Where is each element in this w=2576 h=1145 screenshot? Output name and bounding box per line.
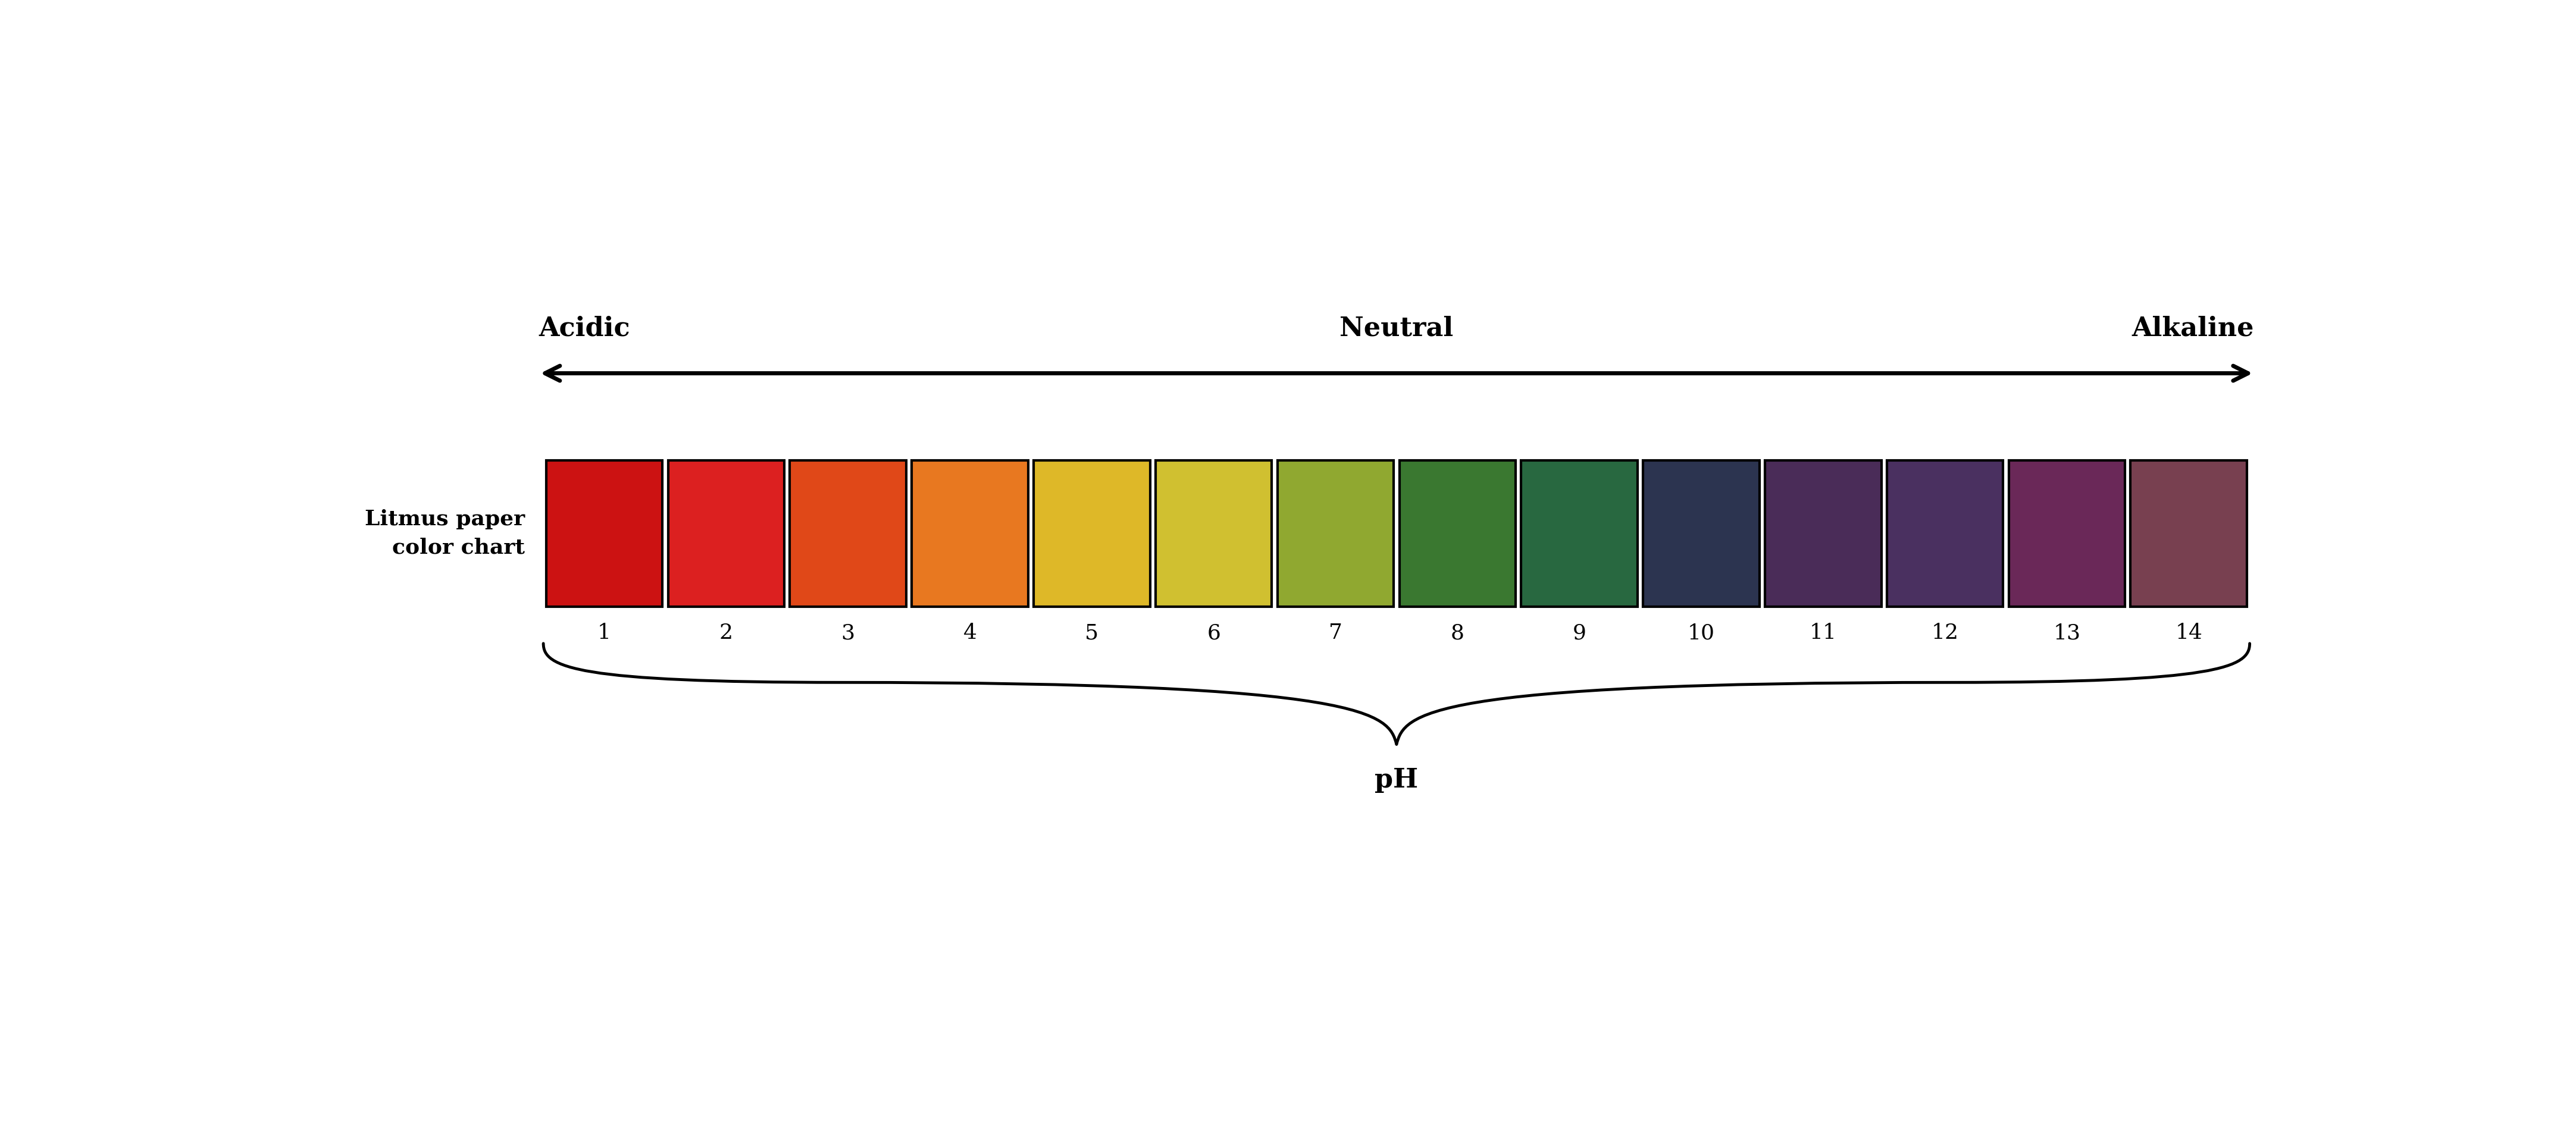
Bar: [1399, 460, 1515, 607]
Text: 3: 3: [842, 623, 855, 643]
Text: 6: 6: [1208, 623, 1221, 643]
Bar: [1765, 460, 1880, 607]
Text: 7: 7: [1329, 623, 1342, 643]
Bar: [912, 460, 1028, 607]
Bar: [1522, 460, 1638, 607]
Text: Alkaline: Alkaline: [2133, 316, 2254, 341]
Bar: [1157, 460, 1273, 607]
Text: 9: 9: [1571, 623, 1587, 643]
Bar: [2130, 460, 2246, 607]
Text: Litmus paper
color chart: Litmus paper color chart: [366, 510, 526, 558]
Text: 1: 1: [598, 623, 611, 643]
Text: 12: 12: [1932, 623, 1958, 643]
Text: 8: 8: [1450, 623, 1463, 643]
Text: 14: 14: [2174, 623, 2202, 643]
Text: pH: pH: [1376, 767, 1419, 792]
Text: 2: 2: [719, 623, 734, 643]
Bar: [1278, 460, 1394, 607]
Text: Acidic: Acidic: [538, 316, 631, 341]
Bar: [1033, 460, 1149, 607]
Text: Neutral: Neutral: [1340, 316, 1453, 341]
Text: 13: 13: [2053, 623, 2081, 643]
Text: 10: 10: [1687, 623, 1716, 643]
Bar: [1643, 460, 1759, 607]
Text: 5: 5: [1084, 623, 1100, 643]
Text: 4: 4: [963, 623, 976, 643]
Bar: [667, 460, 783, 607]
Bar: [2009, 460, 2125, 607]
Text: 11: 11: [1808, 623, 1837, 643]
Bar: [1886, 460, 2004, 607]
Bar: [791, 460, 907, 607]
Bar: [546, 460, 662, 607]
